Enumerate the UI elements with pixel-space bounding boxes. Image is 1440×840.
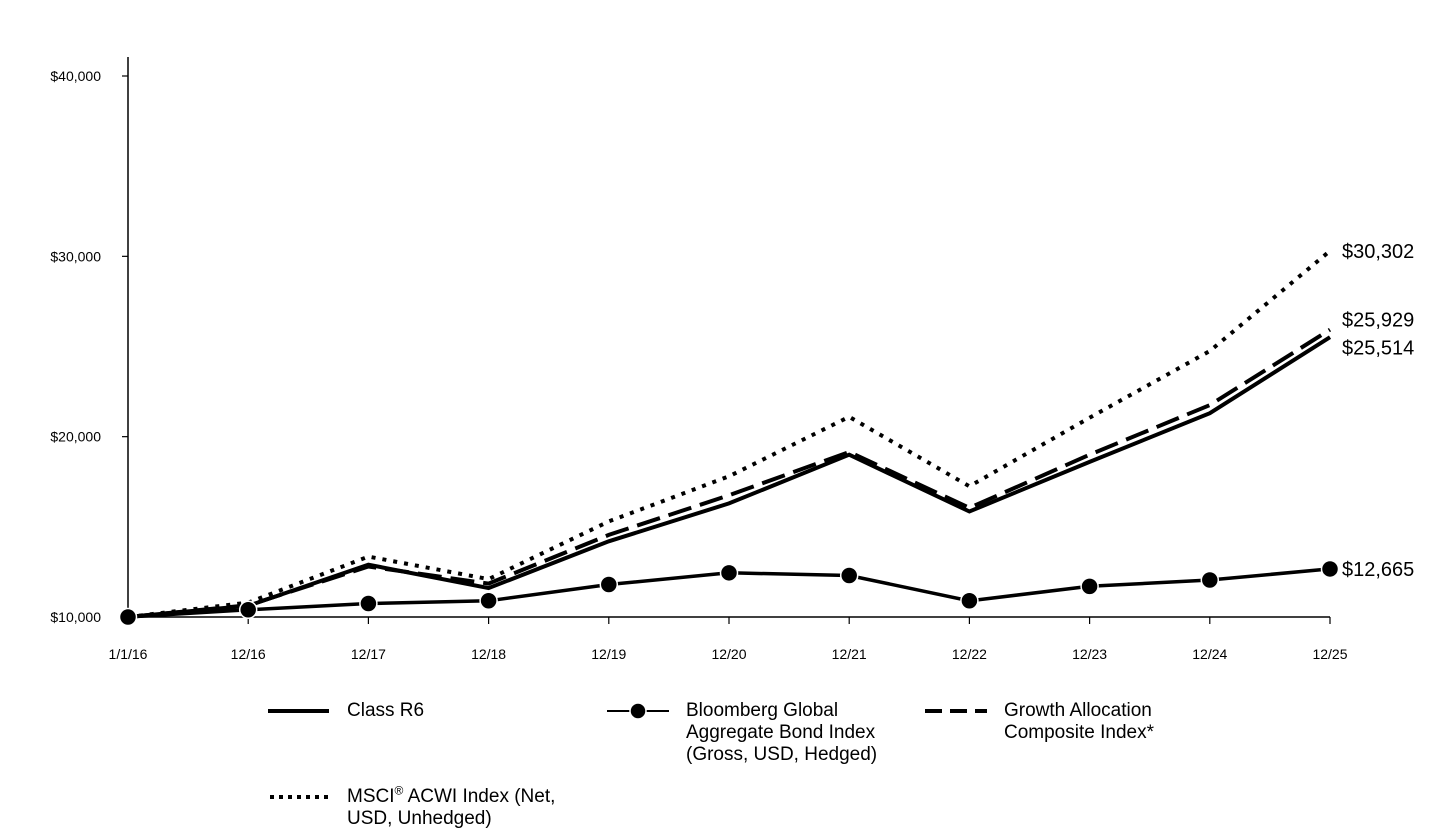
legend-label-bloomberg-line2: Aggregate Bond Index — [686, 722, 876, 743]
series-point — [719, 563, 739, 583]
x-tick-label: 12/16 — [231, 646, 266, 662]
chart-end-labels: $30,302 $25,929 $25,514 $12,665 — [1342, 241, 1414, 581]
series-point — [479, 591, 498, 611]
x-tick-label: 12/18 — [471, 646, 506, 662]
legend-label-growth-line1: Growth Allocation — [1004, 700, 1152, 721]
y-tick-label: $40,000 — [50, 68, 101, 84]
x-tick-label: 12/24 — [1192, 646, 1227, 662]
series-point — [1080, 577, 1099, 596]
legend-label-class-r6: Class R6 — [347, 700, 425, 721]
legend-label-msci-acwi: MSCI® ACWI Index (Net, USD, Unhedged) — [347, 783, 556, 830]
series-line-solid — [127, 335, 1332, 619]
chart-axes: $10,000 $20,000 $30,000 $40,000 1/1/16 12/16 1… — [50, 57, 1348, 662]
legend-swatch-dashed — [925, 709, 987, 713]
series-point — [599, 575, 619, 594]
line-chart: $10,000 $20,000 $30,000 $40,000 1/1/16 12/16 1… — [50, 57, 1414, 662]
series-end-value-label: $25,514 — [1342, 337, 1414, 359]
legend-item-msci-acwi: MSCI® ACWI Index (Net, USD, Unhedged) — [268, 783, 556, 830]
x-tick-label: 12/25 — [1312, 646, 1347, 662]
series-point — [1200, 570, 1220, 590]
y-tick-label: $10,000 — [50, 609, 101, 625]
x-tick-label: 1/1/16 — [109, 646, 148, 662]
x-tick-label: 12/19 — [591, 646, 626, 662]
legend-label-bloomberg: Bloomberg Global Aggregate Bond Index (G… — [686, 700, 877, 766]
series-point — [238, 600, 258, 620]
x-tick-label: 12/23 — [1072, 646, 1107, 662]
y-tick-label: $30,000 — [50, 248, 101, 264]
legend-label-msci-registered: ® — [394, 783, 404, 798]
series-end-value-label: $12,665 — [1342, 559, 1414, 581]
series-end-value-label: $30,302 — [1342, 241, 1414, 263]
legend-swatch-dotted — [270, 795, 328, 799]
x-tick-label: 12/22 — [952, 646, 987, 662]
series-point — [1320, 559, 1340, 579]
legend-label-msci-line2: USD, Unhedged) — [347, 808, 492, 829]
series-line-dotted — [127, 249, 1332, 619]
x-tick-label: 12/20 — [711, 646, 746, 662]
legend-label-growth-line2: Composite Index* — [1004, 722, 1154, 743]
chart-series — [118, 249, 1340, 627]
y-tick-label: $20,000 — [50, 429, 101, 445]
legend-label-msci-rest: ACWI Index (Net, — [403, 786, 556, 807]
series-end-value-label: $25,929 — [1342, 309, 1414, 331]
series-point — [839, 566, 859, 585]
legend-item-growth-allocation: Growth Allocation Composite Index* — [925, 700, 1154, 744]
series-point — [118, 607, 138, 627]
x-tick-label: 12/17 — [351, 646, 386, 662]
legend-swatch-solid — [268, 709, 329, 713]
legend-item-class-r6: Class R6 — [268, 700, 424, 722]
series-point — [960, 591, 979, 611]
x-tick-label: 12/21 — [832, 646, 867, 662]
legend-label-bloomberg-line1: Bloomberg Global — [686, 700, 839, 721]
series-point — [359, 594, 378, 613]
legend-label-msci-line1: MSCI® ACWI Index (Net, — [347, 783, 556, 808]
legend-label-growth-allocation: Growth Allocation Composite Index* — [1004, 700, 1154, 744]
legend-swatch-marker-line — [607, 702, 669, 720]
legend-item-bloomberg: Bloomberg Global Aggregate Bond Index (G… — [607, 700, 877, 766]
legend-label-msci-prefix: MSCI — [347, 786, 395, 807]
legend-label-bloomberg-line3: (Gross, USD, Hedged) — [686, 744, 878, 765]
